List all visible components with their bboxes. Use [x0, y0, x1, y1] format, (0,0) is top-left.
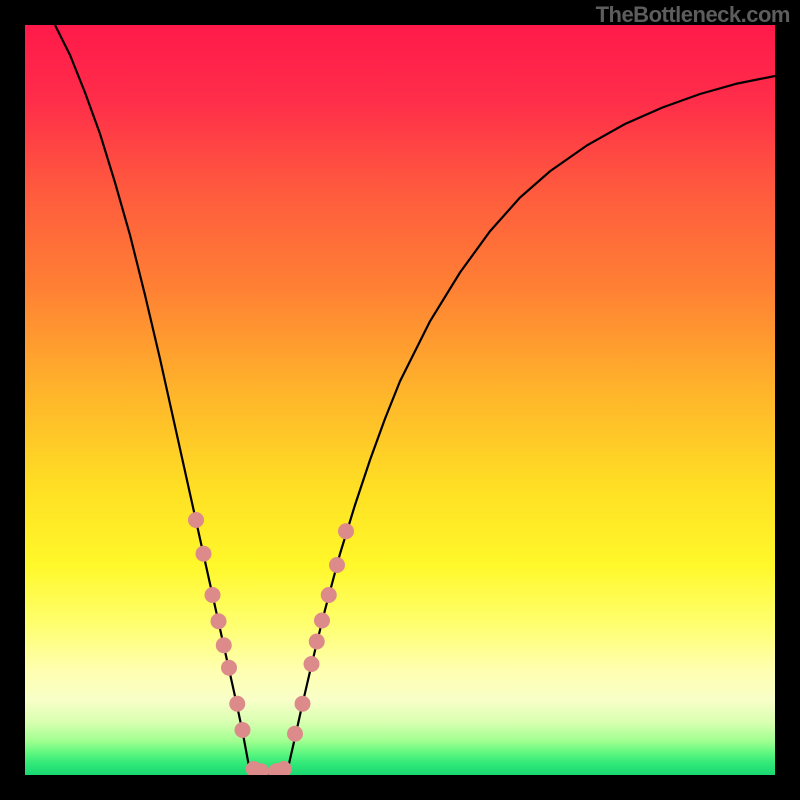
attribution-label: TheBottleneck.com	[596, 2, 790, 28]
marker-point	[329, 557, 345, 573]
chart-svg	[25, 25, 775, 775]
marker-point	[235, 722, 251, 738]
marker-point	[221, 660, 237, 676]
marker-point	[321, 587, 337, 603]
marker-point	[211, 613, 227, 629]
chart-background	[25, 25, 775, 775]
marker-point	[196, 546, 212, 562]
marker-point	[295, 696, 311, 712]
marker-point	[338, 523, 354, 539]
marker-point	[188, 512, 204, 528]
marker-point	[309, 634, 325, 650]
marker-point	[229, 696, 245, 712]
marker-point	[216, 637, 232, 653]
marker-point	[287, 726, 303, 742]
chart-plot-area	[25, 25, 775, 775]
marker-point	[205, 587, 221, 603]
marker-point	[304, 656, 320, 672]
marker-point	[314, 613, 330, 629]
